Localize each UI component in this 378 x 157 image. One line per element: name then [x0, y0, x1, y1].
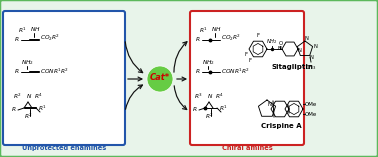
Text: $R$: $R$ [195, 35, 201, 43]
Text: $NH$: $NH$ [211, 25, 222, 33]
Text: $CONR^1R^2$: $CONR^1R^2$ [221, 67, 250, 76]
Text: $CONR^1R^2$: $CONR^1R^2$ [40, 67, 69, 76]
Text: $CF_3$: $CF_3$ [305, 63, 316, 72]
FancyBboxPatch shape [190, 11, 304, 145]
Text: $R^2$: $R^2$ [13, 92, 22, 101]
Text: $R^2$: $R^2$ [24, 112, 33, 121]
Text: $N$: $N$ [207, 92, 213, 100]
Text: N: N [268, 101, 272, 106]
Text: $R^1$: $R^1$ [18, 26, 27, 35]
Text: O: O [279, 41, 283, 46]
Text: F: F [244, 52, 247, 57]
Text: $R^1$: $R^1$ [199, 26, 208, 35]
Text: OMe: OMe [305, 111, 317, 116]
Text: N: N [304, 36, 308, 41]
Text: $NH$: $NH$ [30, 25, 41, 33]
Text: $N$: $N$ [26, 92, 32, 100]
Text: $R^1$: $R^1$ [219, 104, 228, 113]
Text: $R^2$: $R^2$ [205, 112, 214, 121]
Text: $R^4$: $R^4$ [215, 92, 224, 101]
Text: $R$: $R$ [11, 105, 17, 113]
Text: $R$: $R$ [14, 67, 20, 75]
Text: $R$: $R$ [192, 105, 198, 113]
Text: N: N [313, 43, 317, 49]
Text: Crispine A: Crispine A [261, 123, 301, 129]
Text: OMe: OMe [305, 101, 317, 106]
Text: $CO_2R^2$: $CO_2R^2$ [221, 33, 241, 43]
Text: F: F [248, 58, 251, 63]
Text: Chiral amines: Chiral amines [222, 145, 273, 151]
Text: $NH_2$: $NH_2$ [266, 37, 278, 46]
Circle shape [147, 66, 173, 92]
Text: N: N [310, 55, 314, 60]
Text: $R$: $R$ [195, 67, 201, 75]
Text: N: N [277, 46, 281, 51]
Text: $R^3$: $R^3$ [194, 92, 203, 101]
Text: Unprotected enamines: Unprotected enamines [22, 145, 106, 151]
FancyBboxPatch shape [3, 11, 125, 145]
Text: $R$: $R$ [14, 35, 20, 43]
Text: Cat*: Cat* [150, 73, 170, 82]
Text: $NH_2$: $NH_2$ [202, 58, 215, 67]
Text: $R^1$: $R^1$ [38, 104, 46, 113]
Text: Sitagliptin: Sitagliptin [271, 64, 313, 70]
Text: $CO_2R^2$: $CO_2R^2$ [40, 33, 60, 43]
Text: N: N [298, 48, 302, 52]
Text: $R^4$: $R^4$ [34, 92, 43, 101]
Text: F: F [256, 33, 260, 38]
Text: $NH_2$: $NH_2$ [21, 58, 34, 67]
